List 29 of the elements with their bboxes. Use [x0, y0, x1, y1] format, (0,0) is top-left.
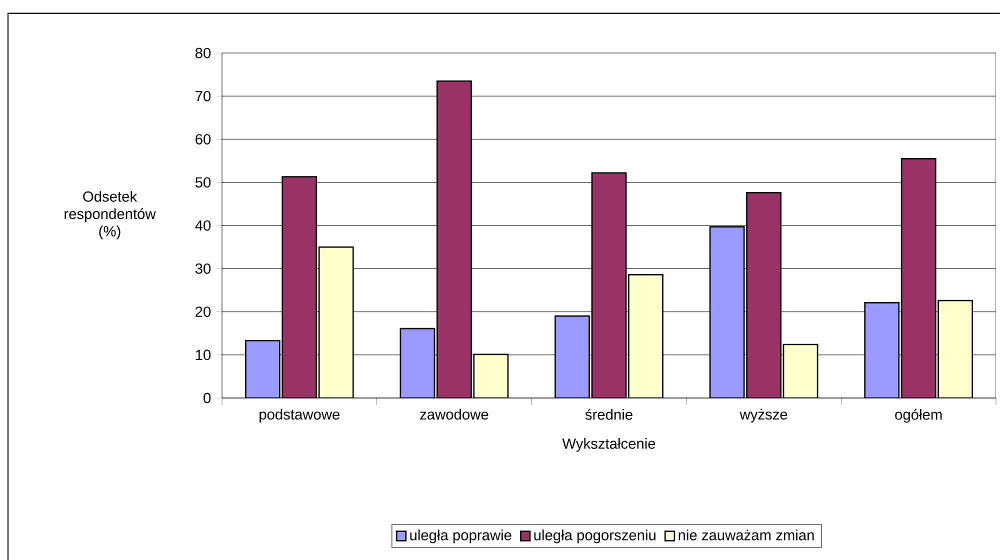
- x-tick-label: wyższe: [740, 408, 788, 422]
- x-tick-label: średnie: [585, 408, 632, 420]
- y-tick-label: 40: [195, 220, 211, 231]
- y-tick-label: 50: [195, 177, 211, 188]
- x-tick-label: podstawowe: [260, 408, 340, 422]
- y-tick-label: 70: [196, 90, 211, 102]
- bar: [938, 300, 974, 398]
- bar: [554, 315, 590, 398]
- x-tick-label: zawodowe: [420, 408, 488, 420]
- y-axis-title: Odsetek respondentów (%): [64, 190, 156, 240]
- y-tick-label: 10: [196, 350, 211, 360]
- legend-label: nie zauważam zmian: [678, 530, 814, 540]
- y-tick-label: 0: [204, 392, 211, 404]
- bar: [709, 226, 745, 398]
- bar: [318, 246, 354, 398]
- y-tick-label: 30: [195, 263, 211, 274]
- legend-label: uległa pogorszeniu: [534, 530, 656, 544]
- y-tick-label: 60: [196, 134, 211, 144]
- x-tick-label: ogółem: [895, 408, 942, 423]
- x-axis-title: Wykształcenie: [562, 438, 656, 452]
- bar: [864, 302, 900, 398]
- bar: [400, 328, 436, 398]
- bar: [473, 354, 509, 398]
- bar: [782, 344, 818, 398]
- bar: [244, 340, 280, 398]
- bar: [628, 274, 664, 398]
- y-tick-label: 20: [196, 306, 211, 317]
- y-tick-label: 80: [195, 48, 211, 58]
- legend-label: uległa poprawie: [410, 530, 512, 544]
